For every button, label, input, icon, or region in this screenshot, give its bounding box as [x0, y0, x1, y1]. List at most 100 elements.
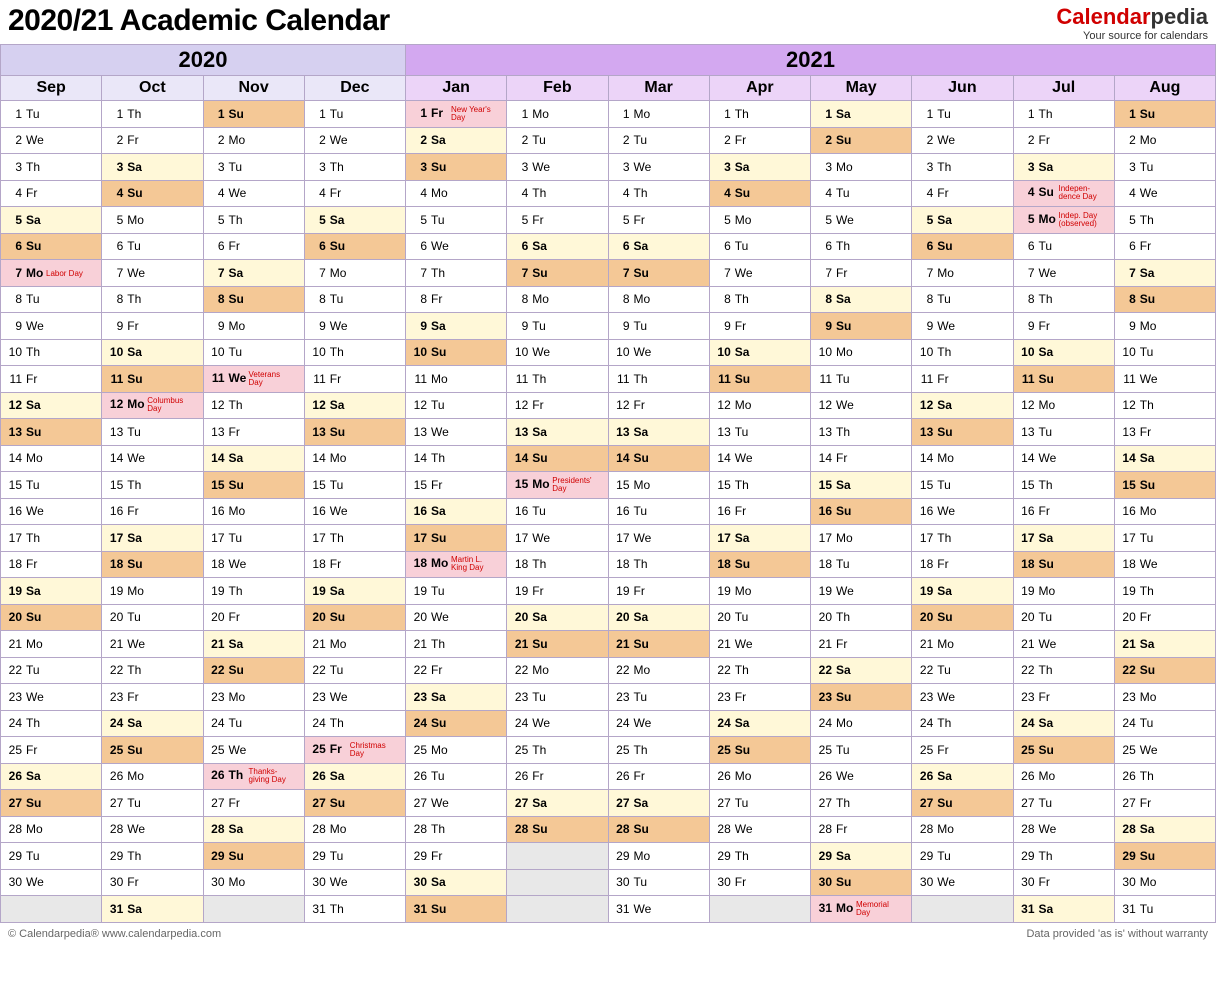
- day-weekday: Sa: [326, 584, 348, 598]
- day-weekday: Th: [528, 372, 550, 386]
- day-weekday: Mo: [528, 663, 550, 677]
- day-weekday: Mo: [1035, 212, 1057, 226]
- day-weekday: Su: [731, 186, 753, 200]
- day-number: 1: [1017, 107, 1035, 121]
- cell-nov-15: 15Su: [203, 472, 304, 499]
- cell-jun-22: 22Tu: [912, 657, 1013, 684]
- day-number: 16: [814, 504, 832, 518]
- cell-sep-10: 10Th: [1, 339, 102, 366]
- cell-jul-22: 22Th: [1013, 657, 1114, 684]
- day-weekday: Tu: [630, 690, 652, 704]
- day-weekday: We: [1035, 822, 1057, 836]
- month-header-dec: Dec: [304, 76, 405, 101]
- day-weekday: Sa: [1136, 451, 1158, 465]
- day-weekday: Su: [22, 796, 44, 810]
- day-weekday: Su: [731, 557, 753, 571]
- cell-jun-12: 12Sa: [912, 392, 1013, 419]
- cell-feb-3: 3We: [507, 154, 608, 181]
- day-number: 20: [510, 610, 528, 624]
- cell-nov-20: 20Fr: [203, 604, 304, 631]
- day-number: 23: [1017, 690, 1035, 704]
- brand-tagline: Your source for calendars: [1056, 30, 1208, 42]
- day-number: 17: [1118, 531, 1136, 545]
- day-weekday: Fr: [528, 398, 550, 412]
- day-number: 30: [409, 875, 427, 889]
- cell-sep-20: 20Su: [1, 604, 102, 631]
- day-number: 30: [1017, 875, 1035, 889]
- day-weekday: Th: [123, 849, 145, 863]
- day-number: 13: [814, 425, 832, 439]
- day-weekday: Sa: [1035, 716, 1057, 730]
- day-weekday: We: [832, 584, 854, 598]
- cell-aug-18: 18We: [1114, 551, 1215, 578]
- cell-aug-2: 2Mo: [1114, 127, 1215, 154]
- cell-jun-29: 29Tu: [912, 843, 1013, 870]
- day-number: 7: [915, 266, 933, 280]
- cell-sep-4: 4Fr: [1, 180, 102, 207]
- day-number: 4: [612, 186, 630, 200]
- day-number: 6: [612, 239, 630, 253]
- cell-dec-1: 1Tu: [304, 101, 405, 128]
- day-weekday: We: [528, 531, 550, 545]
- day-number: 31: [409, 902, 427, 916]
- footer-right: Data provided 'as is' without warranty: [1026, 928, 1208, 940]
- day-weekday: Tu: [22, 478, 44, 492]
- day-number: 25: [409, 743, 427, 757]
- cell-apr-27: 27Tu: [709, 790, 810, 817]
- day-weekday: Su: [22, 425, 44, 439]
- day-weekday: Th: [832, 239, 854, 253]
- cell-jan-26: 26Tu: [406, 763, 507, 790]
- day-number: 27: [207, 796, 225, 810]
- cell-jan-24: 24Su: [406, 710, 507, 737]
- day-number: 17: [105, 531, 123, 545]
- day-number: 29: [814, 849, 832, 863]
- month-header-feb: Feb: [507, 76, 608, 101]
- day-row-25: 25Fr25Su25We25FrChristmas Day25Mo25Th25T…: [1, 737, 1216, 764]
- day-number: 12: [105, 397, 123, 411]
- day-weekday: Su: [1035, 185, 1057, 199]
- day-weekday: Tu: [1136, 345, 1158, 359]
- day-number: 20: [713, 610, 731, 624]
- cell-mar-30: 30Tu: [608, 869, 709, 896]
- day-row-31: 31Sa31Th31Su31We31MoMemorial Day31Sa31Tu: [1, 896, 1216, 923]
- day-weekday: Su: [1136, 663, 1158, 677]
- day-number: 3: [1118, 160, 1136, 174]
- day-weekday: Su: [225, 107, 247, 121]
- day-number: 12: [1017, 398, 1035, 412]
- day-number: 30: [207, 875, 225, 889]
- day-number: 26: [612, 769, 630, 783]
- day-weekday: We: [630, 902, 652, 916]
- cell-mar-24: 24We: [608, 710, 709, 737]
- cell-jan-25: 25Mo: [406, 737, 507, 764]
- day-number: 27: [814, 796, 832, 810]
- day-weekday: Tu: [22, 849, 44, 863]
- day-number: 6: [1118, 239, 1136, 253]
- day-weekday: We: [933, 875, 955, 889]
- day-number: 8: [409, 292, 427, 306]
- day-weekday: Mo: [1035, 769, 1057, 783]
- day-weekday: Su: [630, 822, 652, 836]
- month-header-jun: Jun: [912, 76, 1013, 101]
- cell-jan-2: 2Sa: [406, 127, 507, 154]
- cell-mar-18: 18Th: [608, 551, 709, 578]
- day-weekday: Fr: [630, 584, 652, 598]
- cell-feb-29: [507, 843, 608, 870]
- day-weekday: Mo: [832, 345, 854, 359]
- cell-jun-23: 23We: [912, 684, 1013, 711]
- day-number: 25: [4, 743, 22, 757]
- day-number: 15: [4, 478, 22, 492]
- cell-jun-1: 1Tu: [912, 101, 1013, 128]
- day-number: 18: [510, 557, 528, 571]
- cell-jul-4: 4SuIndepen- dence Day: [1013, 180, 1114, 207]
- day-number: 20: [612, 610, 630, 624]
- day-weekday: Sa: [1035, 531, 1057, 545]
- cell-may-19: 19We: [811, 578, 912, 605]
- day-number: 14: [1017, 451, 1035, 465]
- day-weekday: We: [933, 504, 955, 518]
- cell-apr-25: 25Su: [709, 737, 810, 764]
- month-header-may: May: [811, 76, 912, 101]
- day-weekday: Th: [832, 610, 854, 624]
- day-weekday: Tu: [427, 584, 449, 598]
- day-number: 24: [612, 716, 630, 730]
- day-weekday: Su: [123, 743, 145, 757]
